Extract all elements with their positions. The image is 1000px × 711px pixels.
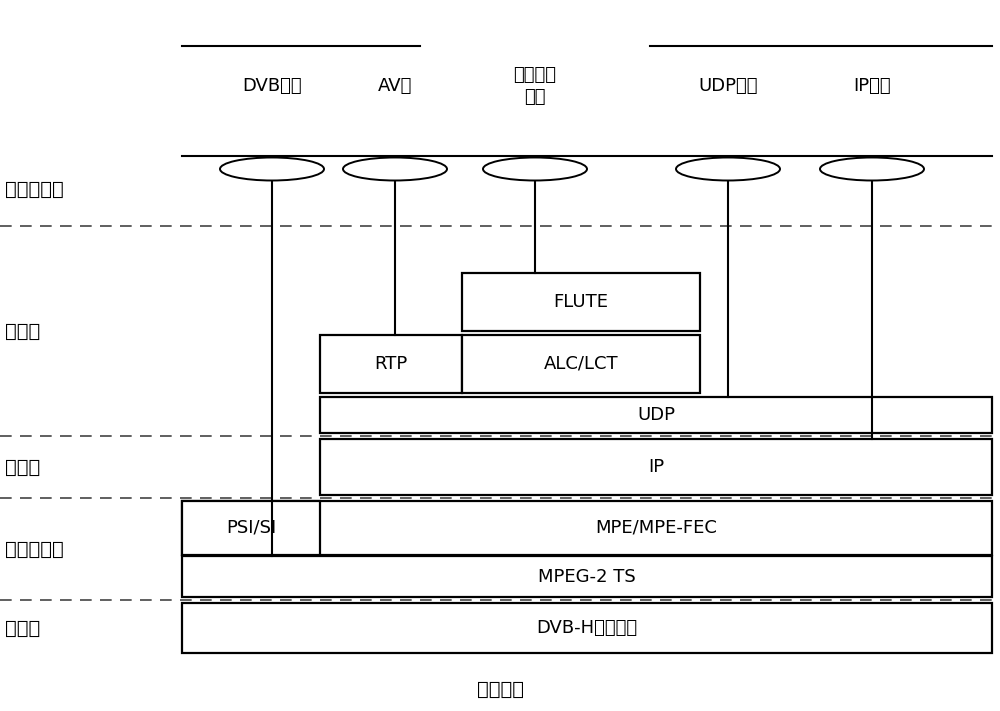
Text: MPEG-2 TS: MPEG-2 TS [538,567,636,585]
Ellipse shape [820,158,924,181]
Bar [320,397,992,433]
Text: RTP: RTP [374,355,408,373]
Text: 数据链路层: 数据链路层 [5,540,64,559]
Text: UDP多播: UDP多播 [698,77,758,95]
Bar [320,335,462,393]
Text: UDP: UDP [637,406,675,424]
Text: IP多播: IP多播 [853,77,891,95]
Bar [182,501,320,555]
Text: FLUTE: FLUTE [554,293,608,311]
Text: DVB-H无线电层: DVB-H无线电层 [536,619,638,637]
Text: IP: IP [648,458,664,476]
Text: ALC/LCT: ALC/LCT [544,355,618,373]
Bar [182,556,992,597]
Ellipse shape [483,158,587,181]
Text: 业务接入点: 业务接入点 [5,180,64,199]
Bar [462,273,700,331]
Text: 物理层: 物理层 [5,619,40,638]
Bar [182,501,992,555]
Text: 传输层: 传输层 [5,321,40,341]
Ellipse shape [676,158,780,181]
Text: PSI/SI: PSI/SI [226,519,276,537]
Text: DVB信令: DVB信令 [242,77,302,95]
Text: 广播网络: 广播网络 [477,680,524,698]
Bar [462,335,700,393]
Text: 网络层: 网络层 [5,457,40,476]
Text: AV流: AV流 [378,77,412,95]
Text: MPE/MPE-FEC: MPE/MPE-FEC [595,519,717,537]
Bar [320,439,992,495]
Text: 文件数据
下载: 文件数据 下载 [514,66,556,106]
Ellipse shape [220,158,324,181]
Ellipse shape [343,158,447,181]
Bar [182,603,992,653]
